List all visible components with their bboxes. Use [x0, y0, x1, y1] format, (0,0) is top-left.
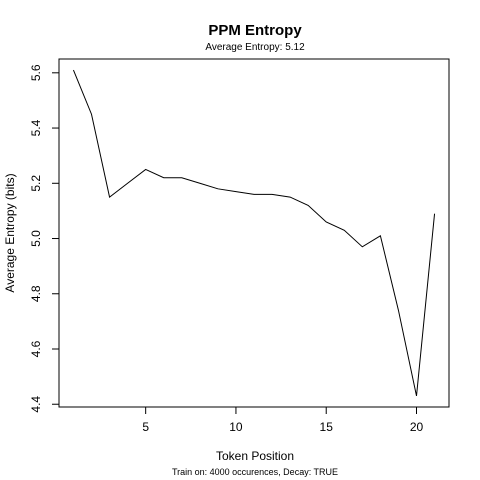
x-tick-label: 20: [410, 420, 424, 434]
y-tick-label: 4.4: [29, 396, 43, 413]
chart-footer: Train on: 4000 occurences, Decay: TRUE: [172, 467, 338, 477]
x-axis-label: Token Position: [216, 449, 294, 463]
y-tick-label: 5.4: [29, 119, 43, 136]
y-tick-label: 4.6: [29, 340, 43, 357]
plot-frame: [58, 58, 450, 408]
x-axis: 5 10 15 20: [142, 406, 424, 434]
y-tick-label: 4.8: [29, 285, 43, 302]
series-line: [72, 69, 436, 397]
y-tick-label: 5.0: [29, 230, 43, 247]
y-tick-label: 5.2: [29, 175, 43, 192]
chart-subtitle: Average Entropy: 5.12: [205, 42, 305, 53]
y-axis: 4.4 4.6 4.8 5.0 5.2 5.4 5.6: [29, 64, 60, 413]
y-tick-label: 5.6: [29, 64, 43, 81]
x-tick-label: 15: [320, 420, 334, 434]
x-tick-label: 10: [229, 420, 243, 434]
chart-title: PPM Entropy: [208, 22, 302, 39]
y-axis-label: Average Entropy (bits): [3, 173, 17, 292]
x-tick-label: 5: [142, 420, 149, 434]
